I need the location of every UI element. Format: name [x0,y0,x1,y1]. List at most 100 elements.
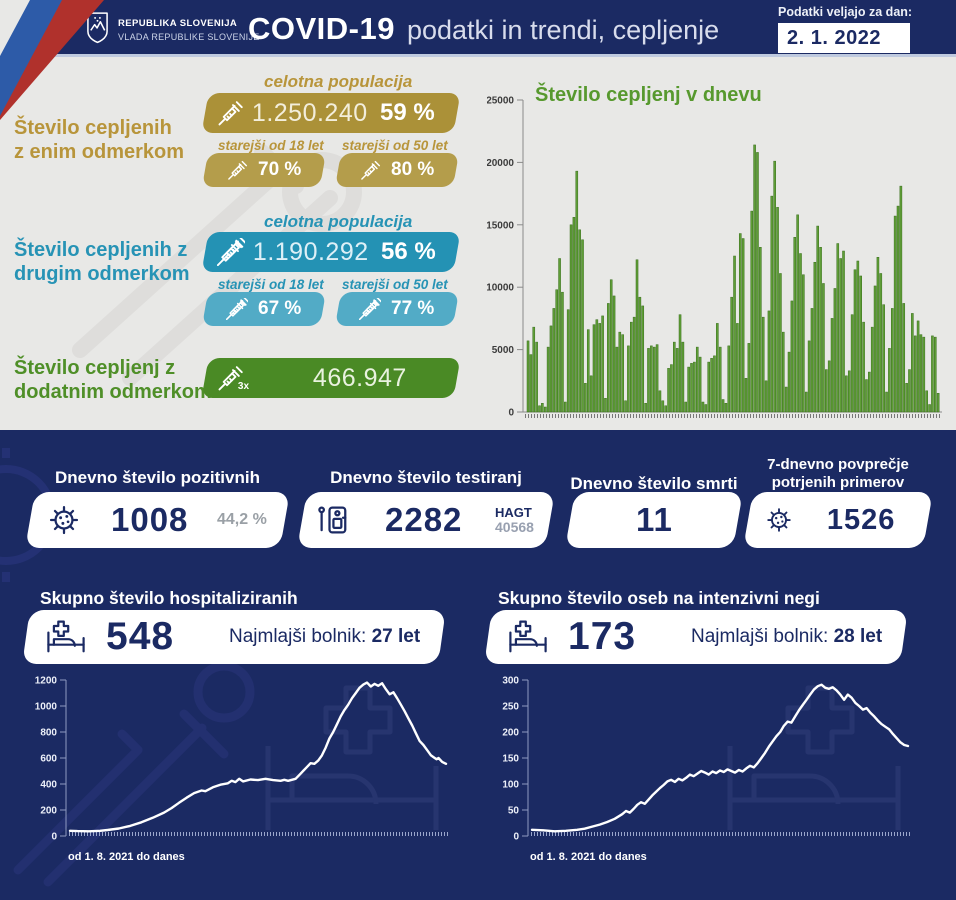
first-dose-count: 1.250.240 [252,98,368,127]
svg-text:5000: 5000 [492,345,515,356]
virus-icon [764,505,794,535]
second-dose-over50-label: starejši od 50 let [342,277,448,292]
syringe-icon [217,100,244,127]
first-dose-over50-pill: 80 % [335,153,459,187]
first-dose-heading-line2: z enim odmerkom [14,141,185,163]
icu-chart-canvas: 0 50 100 150 200 250 300 [502,676,910,843]
report-date-value: 2. 1. 2022 [778,23,910,53]
svg-text:400: 400 [40,780,57,791]
vaccinations-per-day-chart: Število cepljenj v dnevu 0 5000 10000 15000… [486,84,952,429]
icu-youngest: Najmlajši bolnik: 28 let [691,626,882,648]
first-dose-over50-percent: 80 % [390,159,435,180]
header: REPUBLIKA SLOVENIJA VLADA REPUBLIKE SLOV… [0,0,956,57]
avg7-label-line1: 7-dnevno povprečje [767,456,909,473]
svg-text:300: 300 [502,676,519,687]
second-dose-over50-percent: 77 % [391,298,435,319]
icu-card: 173 Najmlajši bolnik: 28 let [484,610,908,664]
second-dose-count: 1.190.292 [253,237,369,266]
bar-chart-canvas: 0 5000 10000 15000 20000 25000 [486,96,942,419]
svg-text:200: 200 [40,806,57,817]
test-kit-icon [316,502,352,538]
hospital-bed-icon [506,619,550,655]
svg-text:250: 250 [502,702,519,713]
svg-text:600: 600 [40,754,57,765]
second-dose-percent: 56 % [380,238,436,265]
hospitalized-title: Skupno število hospitaliziranih [40,588,298,608]
daily-deaths-value: 11 [635,501,673,538]
svg-text:0: 0 [508,408,514,419]
org-line2: VLADA REPUBLIKE SLOVENIJE [118,32,260,42]
icu-title: Skupno število oseb na intenzivni negi [498,588,820,608]
booster-total-pill: 3x 466.947 [201,358,461,398]
first-dose-percent: 59 % [379,99,435,126]
daily-tests-label: Dnevno število testiranj [330,468,522,487]
booster-heading-line2: dodatnim odmerkom [14,381,212,403]
daily-positive-share: 44,2 % [217,511,267,528]
hospitalized-card: 548 Najmlajši bolnik: 27 let [22,610,446,664]
syringe-icon [227,160,248,181]
title-main: COVID-19 [248,11,395,46]
second-dose-heading-line2: drugim odmerkom [14,263,190,285]
icu-x-label: od 1. 8. 2021 do danes [530,851,647,863]
hospitalized-youngest: Najmlajši bolnik: 27 let [229,626,420,648]
svg-text:0: 0 [513,832,519,843]
icu-value: 173 [568,615,637,658]
hagt-label: HAGT [495,505,532,520]
youngest-value: 28 let [833,626,882,647]
avg7-label-line2: potrjenih primerov [771,474,905,491]
svg-text:20000: 20000 [487,158,514,169]
daily-positive-label: Dnevno število pozitivnih [55,468,260,487]
avg7-card: 1526 [743,492,933,548]
avg7-label: 7-dnevno povprečje potrjenih primerov [748,456,928,492]
double-syringe-icon [359,298,381,320]
svg-text:25000: 25000 [487,96,514,107]
svg-text:100: 100 [502,780,519,791]
daily-positive-value: 1008 [110,501,189,538]
first-dose-over50-label: starejši od 50 let [342,138,448,153]
first-dose-heading: Število cepljenih z enim odmerkom [14,116,184,164]
hospitalized-chart: 0 200 400 600 800 1000 1200 od 1. 8. 2021 do d… [28,668,463,883]
first-dose-population-label: celotna populacija [264,72,413,91]
hagt-block: HAGT 40568 [495,505,534,535]
report-date: Podatki veljajo za dan: 2. 1. 2022 [778,5,912,53]
syringe-icon [360,160,381,181]
youngest-label: Najmlajši bolnik: [228,626,367,647]
daily-stats-panel: Dnevno število pozitivnih 1008 44,2 % Dn… [0,430,956,900]
booster-syringe-icon: 3x [217,365,249,392]
hagt-value: 40568 [495,519,534,535]
second-dose-total-pill: 1.190.292 56 % [201,232,461,272]
svg-text:10000: 10000 [487,283,514,294]
second-dose-heading: Število cepljenih z drugim odmerkom [14,238,190,286]
org-line1: REPUBLIKA SLOVENIJA [118,18,238,29]
svg-text:15000: 15000 [487,220,514,231]
icu-chart: 0 50 100 150 200 250 300 od 1. 8. 2021 do dane… [490,668,925,883]
svg-text:150: 150 [502,754,519,765]
svg-text:200: 200 [502,728,519,739]
hospitalized-x-label: od 1. 8. 2021 do danes [68,851,185,863]
booster-heading-line1: Število cepljenj z [14,357,176,379]
avg7-value: 1526 [826,503,896,536]
booster-count: 466.947 [313,363,407,392]
booster-3x-badge: 3x [238,380,250,392]
second-dose-over50-pill: 77 % [335,292,459,326]
second-dose-over18-pill: 67 % [202,292,326,326]
hospital-bed-icon [44,619,88,655]
second-dose-heading-line1: Število cepljenih z [14,239,188,261]
daily-positive-card: 1008 44,2 % [25,492,290,548]
double-syringe-icon [217,238,245,266]
hospitalized-chart-canvas: 0 200 400 600 800 1000 1200 [35,676,448,843]
bar-chart-title: Število cepljenj v dnevu [535,84,762,106]
youngest-label: Najmlajši bolnik: [690,626,829,647]
daily-deaths-card: 11 [565,492,743,548]
daily-deaths-label: Dnevno število smrti [570,474,738,493]
first-dose-over18-percent: 70 % [257,159,302,180]
svg-text:0: 0 [51,832,57,843]
svg-text:1200: 1200 [35,676,58,687]
first-dose-total-pill: 1.250.240 59 % [201,93,461,133]
second-dose-over18-label: starejši od 18 let [218,277,324,292]
svg-text:1000: 1000 [35,702,58,713]
virus-icon [46,502,82,538]
second-dose-population-label: celotna populacija [264,212,413,231]
first-dose-heading-line1: Število cepljenih [14,117,172,139]
